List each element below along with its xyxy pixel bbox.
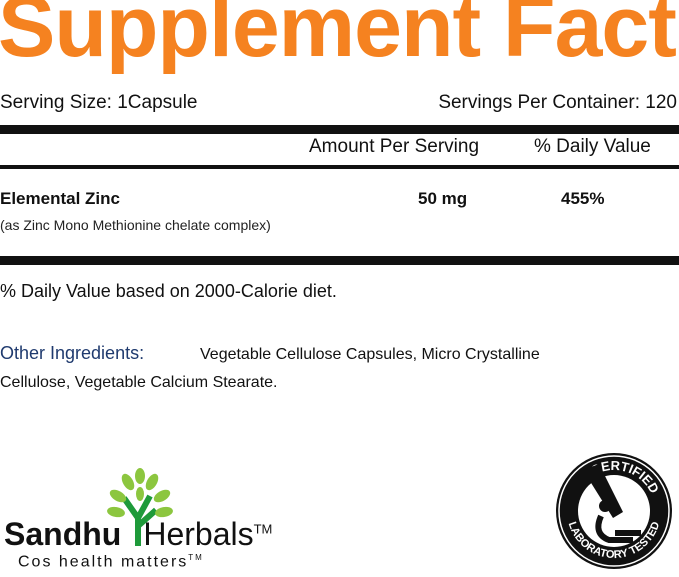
brand-tagline: Cos health mattersTM (18, 553, 204, 571)
nutrient-amount: 50 mg (418, 189, 468, 208)
certified-lab-tested-seal-icon: CERTIFIED LABORATORY TESTED (556, 453, 672, 569)
header-daily-value: % Daily Value (534, 136, 651, 157)
brand-logo: Sandhu HerbalsTM (4, 516, 273, 552)
divider-thick-bottom (0, 256, 679, 265)
divider (0, 165, 679, 169)
footnote: % Daily Value based on 2000-Calorie diet… (0, 281, 337, 301)
nutrient-note: (as Zinc Mono Methionine chelate complex… (0, 217, 271, 233)
servings-per-container: Servings Per Container: 120 (438, 92, 677, 113)
page-title: Supplement Facts (0, 0, 679, 75)
nutrient-name: Elemental Zinc (0, 189, 120, 208)
nutrient-dv: 455% (561, 189, 605, 208)
other-ingredients-line1: Vegetable Cellulose Capsules, Micro Crys… (200, 346, 540, 363)
divider-thick (0, 125, 679, 134)
other-ingredients-line2: Cellulose, Vegetable Calcium Stearate. (0, 374, 278, 391)
tree-logo-icon (107, 468, 173, 546)
other-ingredients-label: Other Ingredients: (0, 343, 145, 363)
header-amount: Amount Per Serving (309, 136, 480, 157)
serving-size: Serving Size: 1Capsule (0, 92, 198, 113)
